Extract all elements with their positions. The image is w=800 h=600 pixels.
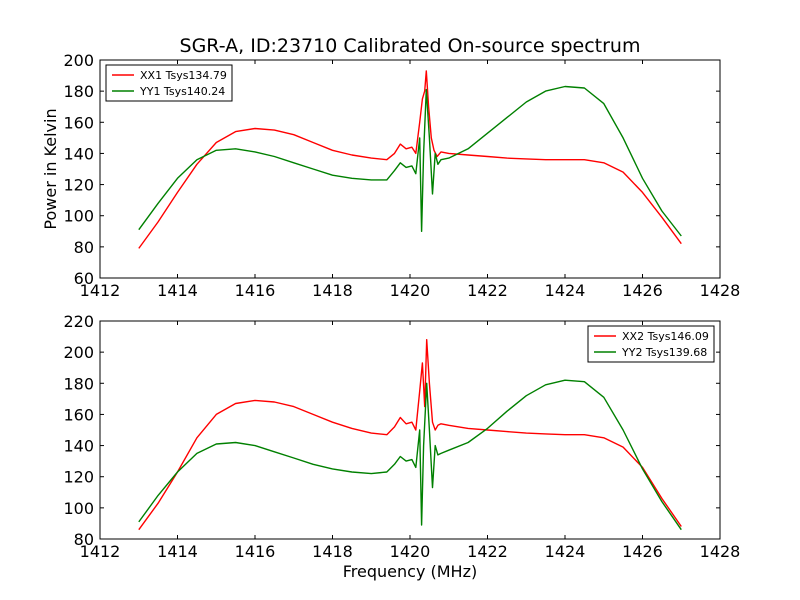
legend-entry-label: XX1 Tsys134.79 [140, 69, 227, 82]
x-tick-label: 1424 [545, 281, 586, 300]
x-tick-label: 1414 [157, 542, 198, 561]
x-axis-label: Frequency (MHz) [343, 562, 477, 581]
y-tick-label: 100 [63, 499, 94, 518]
y-tick-label: 160 [63, 113, 94, 132]
legend-entry-label: YY1 Tsys140.24 [139, 85, 225, 98]
x-tick-label: 1428 [700, 542, 741, 561]
y-tick-label: 80 [74, 238, 94, 257]
plot-panel-2: 1412 1414 1416 1418 1420 1422 1424 1426 1428 80 10… [63, 312, 740, 581]
y-tick-label: 200 [63, 51, 94, 70]
y-tick-label: 200 [63, 343, 94, 362]
x-tick-label: 1416 [235, 281, 276, 300]
legend-box [587, 325, 715, 363]
x-tick-label: 1422 [467, 542, 508, 561]
x-tick-label: 1420 [390, 542, 431, 561]
x-tick-label: 1426 [622, 281, 663, 300]
x-tick-label: 1426 [622, 542, 663, 561]
x-tick-label: 1416 [235, 542, 276, 561]
y-tick-label: 140 [63, 437, 94, 456]
y-tick-label: 180 [63, 82, 94, 101]
plot-panel-1: 1412 1414 1416 1418 1420 1422 1424 1426 1428 60 80… [41, 35, 740, 300]
y-tick-label: 140 [63, 144, 94, 163]
y-tick-label: 120 [63, 176, 94, 195]
series-line-2-2 [138, 379, 682, 531]
x-tick-label: 1412 [80, 542, 121, 561]
legend-entry-label: YY2 Tsys139.68 [621, 346, 707, 359]
x-tick-label: 1428 [700, 281, 741, 300]
x-tick-label: 1414 [157, 281, 198, 300]
y-tick-label: 60 [74, 269, 94, 288]
series-line-1-2 [138, 85, 682, 237]
x-tick-label: 1420 [390, 281, 431, 300]
x-tick-label: 1418 [312, 542, 353, 561]
x-tick-label: 1422 [467, 281, 508, 300]
y-tick-label: 120 [63, 468, 94, 487]
y-tick-label: 100 [63, 207, 94, 226]
x-tick-label: 1424 [545, 542, 586, 561]
y-tick-label: 160 [63, 405, 94, 424]
x-tick-label: 1418 [312, 281, 353, 300]
y-axis-label: Power in Kelvin [41, 108, 60, 229]
legend: XX2 Tsys146.09 YY2 Tsys139.68 [587, 325, 715, 363]
legend: XX1 Tsys134.79 YY1 Tsys140.24 [105, 64, 233, 102]
y-tick-label: 180 [63, 374, 94, 393]
y-tick-label: 220 [63, 312, 94, 331]
legend-entry-label: XX2 Tsys146.09 [622, 330, 709, 343]
series-line-2-1 [138, 339, 682, 531]
x-tick-label: 1412 [80, 281, 121, 300]
series-line-1-1 [138, 70, 682, 249]
y-tick-label: 80 [74, 530, 94, 549]
chart-title: SGR-A, ID:23710 Calibrated On-source spe… [180, 35, 641, 57]
legend-box [105, 64, 233, 102]
